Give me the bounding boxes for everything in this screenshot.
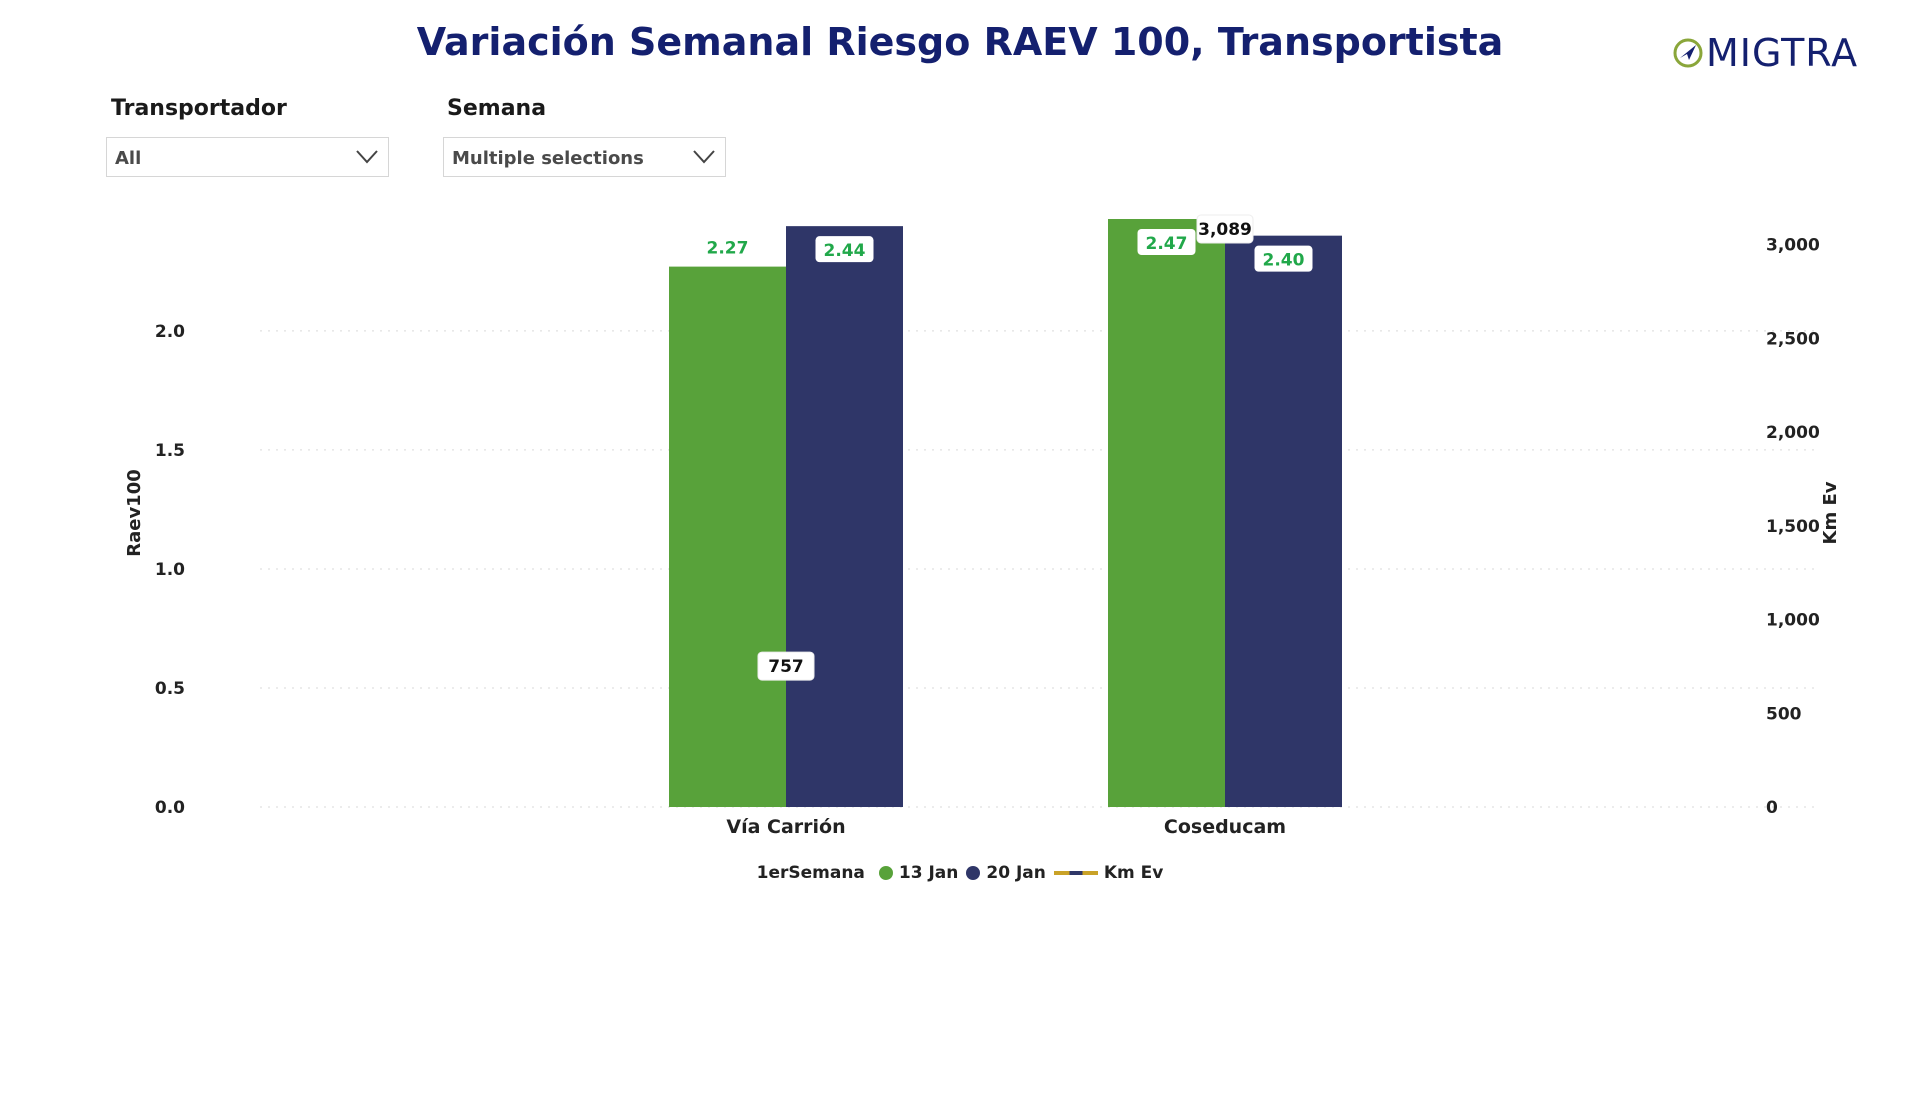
transportador-label: Transportador <box>111 96 287 121</box>
data-label-bg <box>815 236 874 263</box>
data-label-bg <box>1254 245 1313 272</box>
x-tick-label: Vía Carrión <box>726 816 845 838</box>
bar-20-jan <box>1225 235 1342 808</box>
data-label-20-jan: 2.44 <box>824 241 866 261</box>
y2-tick-label: 1,000 <box>1766 611 1820 631</box>
legend-title: 1erSemana <box>756 863 865 883</box>
chevron-down-icon <box>693 150 715 164</box>
legend-label: 20 Jan <box>986 863 1046 883</box>
migtra-logo: MIGTRA <box>1673 31 1858 75</box>
legend-label: Km Ev <box>1103 863 1164 883</box>
y-tick-label: 1.5 <box>155 441 185 461</box>
y2-tick-label: 2,000 <box>1766 423 1820 443</box>
y-tick-label: 1.0 <box>155 560 185 580</box>
y2-axis-title: Km Ev <box>1820 481 1841 544</box>
y2-tick-label: 0 <box>1766 798 1778 818</box>
legend-label: 13 Jan <box>898 863 959 883</box>
transportador-dropdown[interactable]: All <box>106 137 389 177</box>
y-tick-label: 0.0 <box>155 798 185 818</box>
data-label-km-ev: 757 <box>768 657 804 677</box>
legend-item-20-jan[interactable]: 20 Jan <box>966 863 1046 883</box>
legend-item-13-jan[interactable]: 13 Jan <box>878 863 959 883</box>
logo-text: MIGTRA <box>1706 31 1858 75</box>
data-label-bg <box>1137 229 1196 255</box>
data-label-bg <box>1196 214 1254 244</box>
chart-title: Variación Semanal Riesgo RAEV 100, Trans… <box>416 20 1504 64</box>
data-label-bg <box>757 651 815 681</box>
y-axis-title: Raev100 <box>124 469 145 557</box>
transportador-value: All <box>115 148 142 169</box>
bar-13-jan <box>669 266 786 807</box>
semana-label: Semana <box>447 96 547 121</box>
y2-tick-label: 500 <box>1766 704 1802 724</box>
bar-20-jan <box>786 226 903 807</box>
data-label-13-jan: 2.27 <box>707 239 749 259</box>
bar-13-jan <box>1108 219 1225 807</box>
legend: 1erSemana 13 Jan 20 Jan Km Ev <box>0 863 1920 883</box>
data-label-13-jan: 2.47 <box>1146 234 1188 254</box>
data-label-km-ev: 3,089 <box>1198 220 1252 240</box>
chart-area: 0.0 0.5 1.0 1.5 2.0 0 500 1,000 1,500 2,000 2,500 3… <box>124 214 1841 838</box>
data-label-20-jan: 2.40 <box>1263 251 1305 271</box>
y-tick-label: 2.0 <box>155 322 185 342</box>
legend-line <box>1053 871 1098 875</box>
chevron-down-icon <box>356 150 378 164</box>
legend-dot <box>878 866 893 880</box>
x-tick-label: Coseducam <box>1164 816 1286 838</box>
y2-tick-label: 2,500 <box>1766 329 1820 349</box>
legend-item-km-ev[interactable]: Km Ev <box>1053 863 1164 883</box>
semana-dropdown[interactable]: Multiple selections <box>443 137 726 177</box>
y2-tick-label: 3,000 <box>1766 236 1820 256</box>
y2-tick-label: 1,500 <box>1766 517 1820 537</box>
y-tick-label: 0.5 <box>155 679 185 699</box>
semana-value: Multiple selections <box>452 148 644 169</box>
legend-dot <box>966 866 981 880</box>
